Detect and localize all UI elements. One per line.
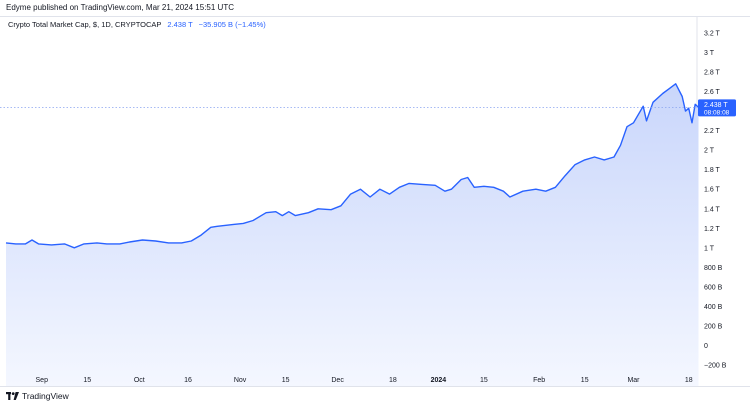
publish-header: Edyme published on TradingView.com, Mar … (0, 0, 750, 16)
x-tick-label: Feb (533, 377, 545, 384)
x-tick-label: 15 (480, 377, 488, 384)
x-tick-label: Mar (627, 377, 640, 384)
x-tick-label: 15 (282, 377, 290, 384)
footer-bar: TradingView (0, 386, 750, 405)
y-tick-label: −200 B (704, 363, 727, 370)
legend-last-value: 2.438 T (167, 20, 193, 29)
y-tick-label: 1.8 T (704, 167, 721, 174)
y-tick-label: 1 T (704, 245, 715, 252)
y-tick-label: 2 T (704, 148, 715, 155)
y-tick-label: 1.2 T (704, 226, 721, 233)
series-legend[interactable]: Crypto Total Market Cap, $, 1D, CRYPTOCA… (8, 20, 266, 29)
x-tick-label: 15 (83, 377, 91, 384)
x-tick-label: 18 (389, 377, 397, 384)
tradingview-logo-icon (6, 392, 19, 400)
price-axis[interactable]: 3.2 T 3 T 2.8 T 2.6 T 2.2 T 2 T 1.8 T 1.6 T 1.4 … (704, 31, 727, 370)
y-tick-label: 600 B (704, 284, 723, 291)
x-tick-label: 18 (685, 377, 693, 384)
y-tick-label: 1.4 T (704, 206, 721, 213)
bar-countdown: 08:08:08 (704, 109, 730, 116)
y-tick-label: 2.2 T (704, 128, 721, 135)
publish-info: Edyme published on TradingView.com, Mar … (6, 3, 234, 12)
y-tick-label: 2.8 T (704, 70, 721, 77)
y-tick-label: 800 B (704, 265, 723, 272)
x-tick-label: 16 (184, 377, 192, 384)
area-layer (5, 83, 699, 387)
y-tick-label: 3 T (704, 50, 715, 57)
last-price-marker: 2.438 T08:08:08 (0, 99, 736, 117)
series-area-fill (6, 83, 699, 387)
tradingview-brand[interactable]: TradingView (6, 391, 69, 401)
time-axis[interactable]: Sep 15 Oct 16 Nov 15 Dec 18 2024 15 Feb 15 Mar 18 (36, 377, 693, 384)
chart-frame (0, 16, 750, 386)
last-price-badge (698, 99, 736, 117)
x-tick-label: Oct (134, 377, 145, 384)
y-tick-label: 1.6 T (704, 187, 721, 194)
x-tick-label: Dec (331, 377, 344, 384)
y-tick-label: 400 B (704, 304, 723, 311)
x-tick-label: 2024 (431, 377, 447, 384)
brand-name: TradingView (22, 391, 69, 401)
x-tick-label: Sep (36, 377, 49, 384)
series-line (5, 83, 699, 249)
last-price-value: 2.438 T (704, 102, 728, 109)
x-tick-label: 15 (581, 377, 589, 384)
x-tick-label: Nov (234, 377, 247, 384)
legend-change: −35.905 B (−1.45%) (198, 20, 266, 29)
y-tick-label: 0 (704, 343, 708, 350)
legend-symbol: Crypto Total Market Cap, $, 1D, CRYPTOCA… (8, 20, 162, 29)
y-tick-label: 3.2 T (704, 31, 721, 38)
y-tick-label: 200 B (704, 323, 723, 330)
y-tick-label: 2.6 T (704, 89, 721, 96)
